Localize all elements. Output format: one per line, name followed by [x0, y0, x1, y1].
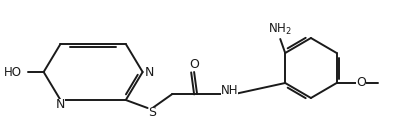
- Text: NH: NH: [221, 84, 239, 98]
- Text: HO: HO: [4, 66, 22, 78]
- Text: NH$_2$: NH$_2$: [268, 21, 292, 37]
- Text: S: S: [148, 106, 156, 120]
- Text: N: N: [145, 66, 154, 78]
- Text: O: O: [356, 76, 367, 89]
- Text: O: O: [189, 58, 199, 70]
- Text: N: N: [56, 98, 65, 112]
